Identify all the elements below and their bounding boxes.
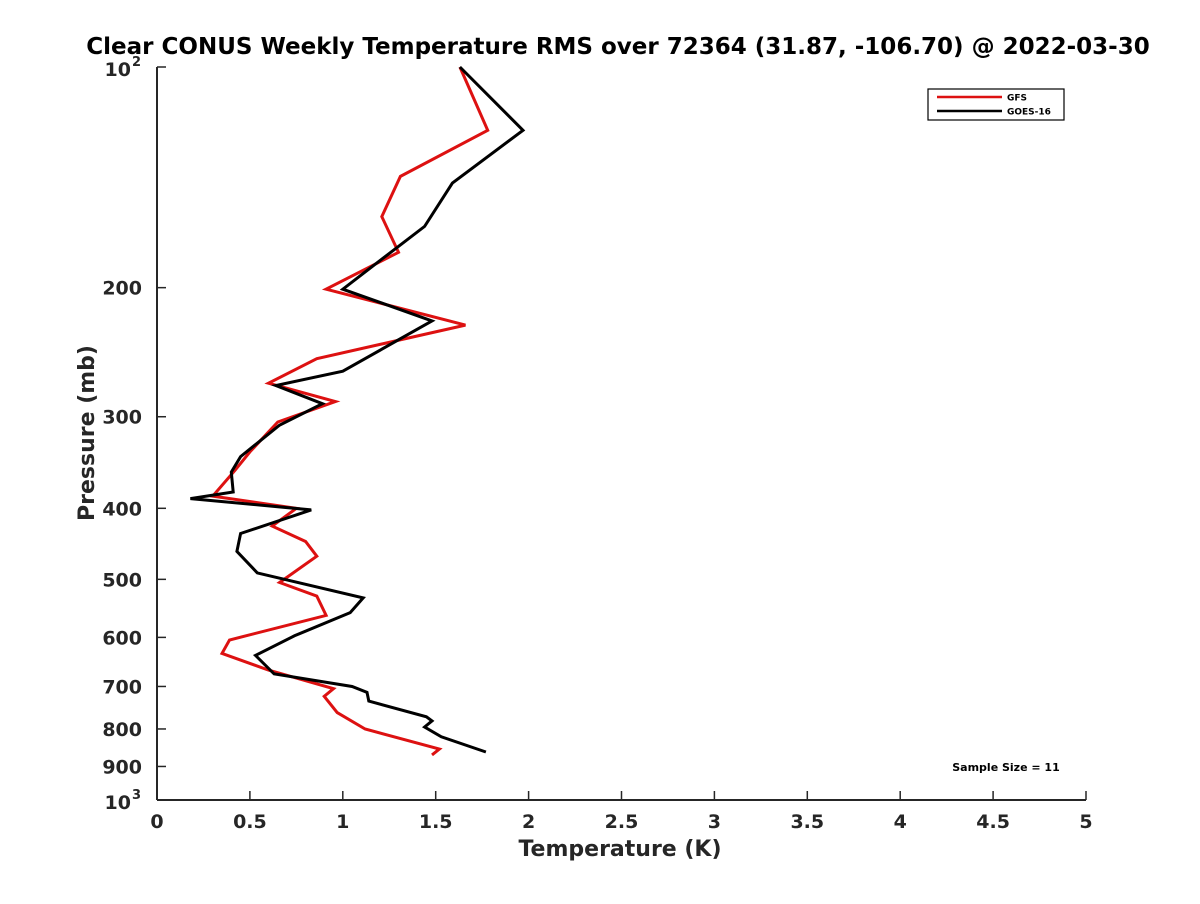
sample-size-annotation: Sample Size = 11 bbox=[952, 761, 1059, 774]
x-tick-label: 3.5 bbox=[790, 811, 824, 833]
x-tick-label: 1.5 bbox=[419, 811, 453, 833]
axes bbox=[156, 67, 1086, 801]
y-tick-label: 400 bbox=[102, 498, 142, 520]
x-axis-ticks: 0 0.5 1 1.5 2 2.5 3 3.5 4 4.5 5 bbox=[150, 791, 1093, 833]
x-tick-label: 1 bbox=[336, 811, 349, 833]
chart-title: Clear CONUS Weekly Temperature RMS over … bbox=[86, 34, 1149, 60]
y-tick-label: 600 bbox=[102, 627, 142, 649]
y-tick-label: 10 bbox=[105, 792, 131, 814]
legend-box bbox=[927, 88, 1065, 121]
y-tick-label: 10 bbox=[105, 59, 131, 81]
series-line-goes-16 bbox=[190, 65, 526, 754]
x-tick-label: 2.5 bbox=[605, 811, 639, 833]
y-tick-label: 700 bbox=[102, 676, 142, 698]
y-tick-label: 500 bbox=[102, 569, 142, 591]
x-tick-label: 0 bbox=[150, 811, 163, 833]
y-axis-label: Pressure (mb) bbox=[75, 345, 100, 521]
x-tick-label: 5 bbox=[1079, 811, 1092, 833]
y-tick-exponent: 2 bbox=[132, 55, 141, 70]
y-tick-label: 300 bbox=[102, 407, 142, 429]
y-tick-exponent: 3 bbox=[132, 788, 141, 803]
series-line-gfs bbox=[209, 66, 490, 757]
x-tick-label: 2 bbox=[522, 811, 535, 833]
legend-label-goes-16: GOES-16 bbox=[1007, 108, 1051, 118]
y-tick-label: 200 bbox=[102, 278, 142, 300]
x-axis-label: Temperature (K) bbox=[518, 837, 721, 862]
x-tick-label: 4.5 bbox=[976, 811, 1010, 833]
series-lines bbox=[190, 65, 526, 757]
legend: GFS GOES-16 bbox=[927, 88, 1065, 121]
y-tick-label: 800 bbox=[102, 719, 142, 741]
legend-label-gfs: GFS bbox=[1007, 94, 1027, 104]
x-tick-label: 4 bbox=[894, 811, 907, 833]
x-tick-label: 0.5 bbox=[233, 811, 267, 833]
x-tick-label: 3 bbox=[708, 811, 721, 833]
y-tick-label: 900 bbox=[102, 756, 142, 778]
